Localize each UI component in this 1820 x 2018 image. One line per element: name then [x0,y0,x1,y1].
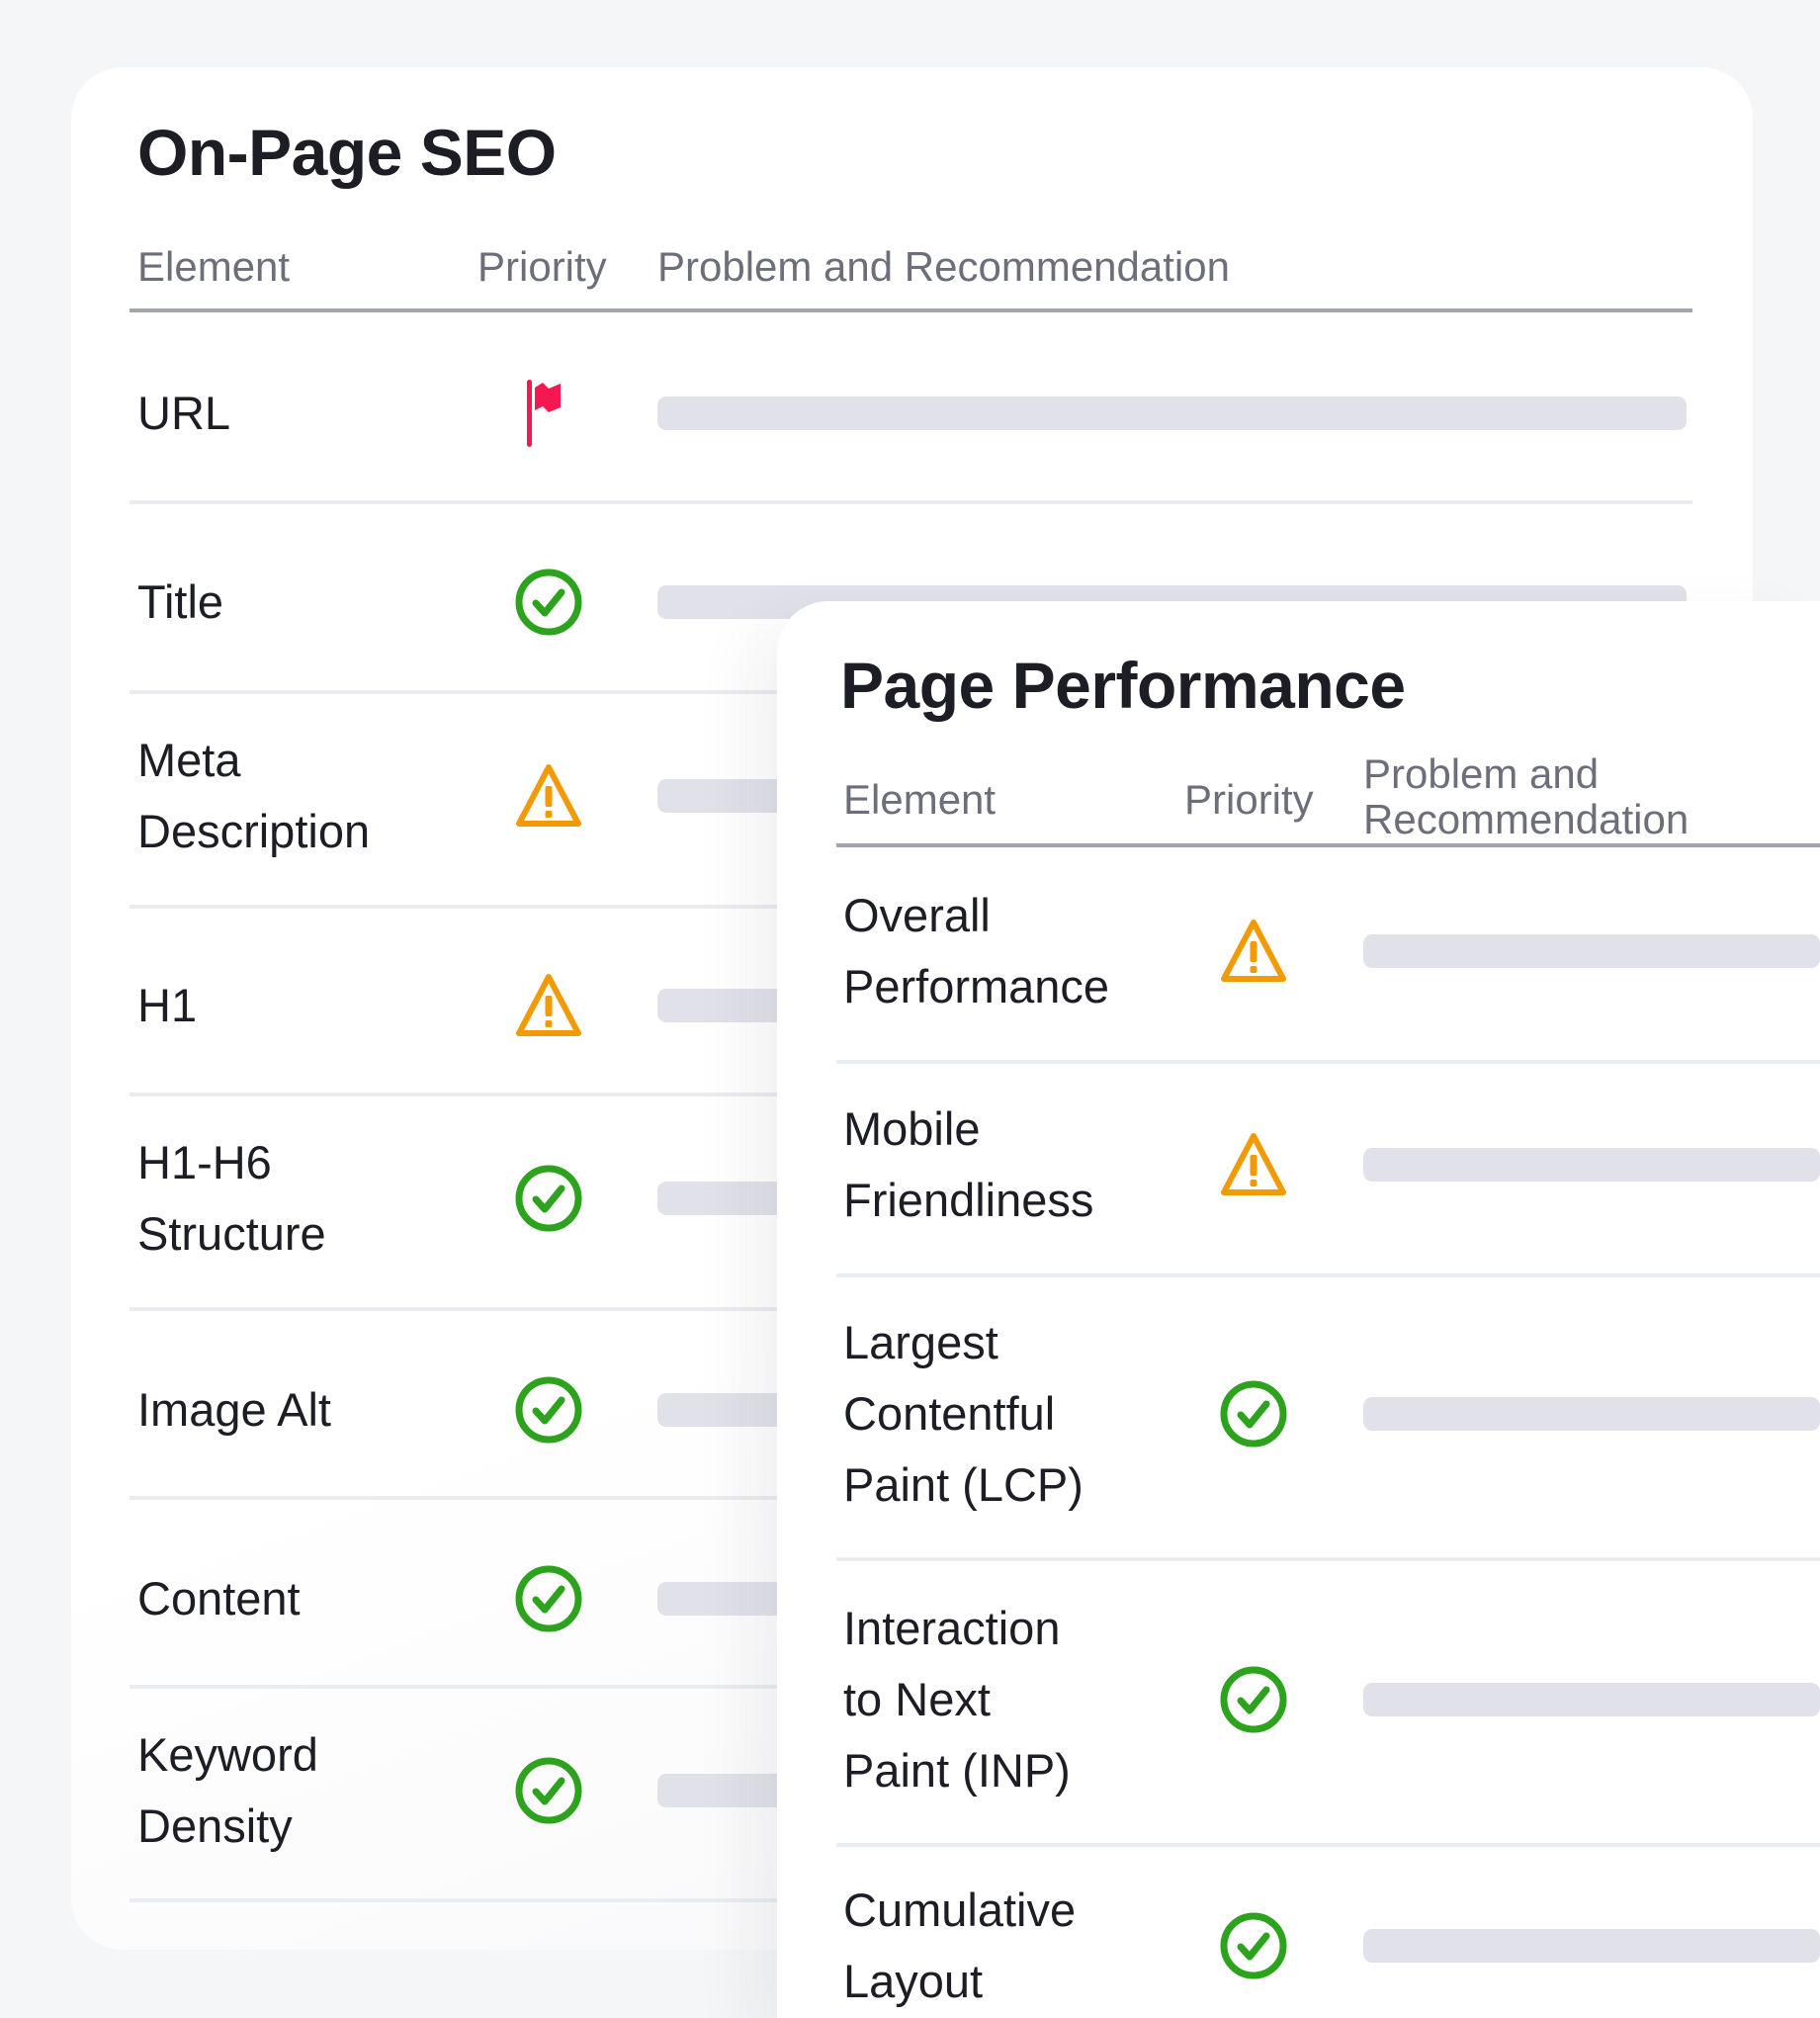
column-header-problem: Problem and Recommendation [657,243,1230,290]
warning-icon [1220,1131,1287,1198]
element-label: H1-H6 Structure [137,1136,326,1260]
element-label: H1 [137,979,198,1031]
header-divider [836,843,1820,847]
element-label: Mobile Friendliness [843,1102,1094,1226]
element-label: Overall Performance [843,889,1110,1012]
element-label: Image Alt [137,1383,331,1436]
element-label: URL [137,387,231,439]
row-divider [836,1273,1820,1277]
recommendation-placeholder-bar [1363,1929,1820,1963]
check-icon [1220,1912,1287,1979]
column-header-element: Element [843,776,997,823]
warning-icon [1220,918,1287,985]
check-icon [1220,1380,1287,1448]
row-divider [130,500,1692,504]
card-title: Page Performance [840,649,1406,722]
check-icon [515,1165,582,1232]
column-header-priority: Priority [1184,776,1314,823]
check-icon [515,1565,582,1632]
recommendation-placeholder-bar [1363,1148,1820,1182]
row-divider [836,1557,1820,1561]
card-title: On-Page SEO [137,116,557,189]
recommendation-placeholder-bar [1363,1683,1820,1716]
element-label: Interaction to Next Paint (INP) [843,1602,1071,1797]
recommendation-placeholder-bar [1363,934,1820,968]
recommendation-placeholder-bar [657,396,1687,430]
check-icon [1220,1666,1287,1733]
row-divider [836,1060,1820,1064]
element-label: Meta Description [137,734,371,857]
column-header-problem: Problem and Recommendation [1363,750,1690,842]
column-header-priority: Priority [477,243,607,290]
check-icon [515,1757,582,1824]
check-icon [515,1376,582,1444]
element-label: Keyword Density [137,1728,318,1852]
flag-icon [515,380,582,447]
warning-icon [515,762,582,830]
row-divider [836,1843,1820,1847]
check-icon [515,569,582,636]
element-label: Title [137,575,224,628]
element-label: Cumulative Layout [843,1884,1077,2007]
element-label: Largest Contentful Paint (LCP) [843,1316,1083,1511]
header-divider [130,308,1692,312]
warning-icon [515,972,582,1039]
column-header-element: Element [137,243,291,290]
page-performance-card: Page Performance Element Priority Proble… [777,601,1820,2018]
element-label: Content [137,1572,301,1624]
recommendation-placeholder-bar [1363,1397,1820,1431]
